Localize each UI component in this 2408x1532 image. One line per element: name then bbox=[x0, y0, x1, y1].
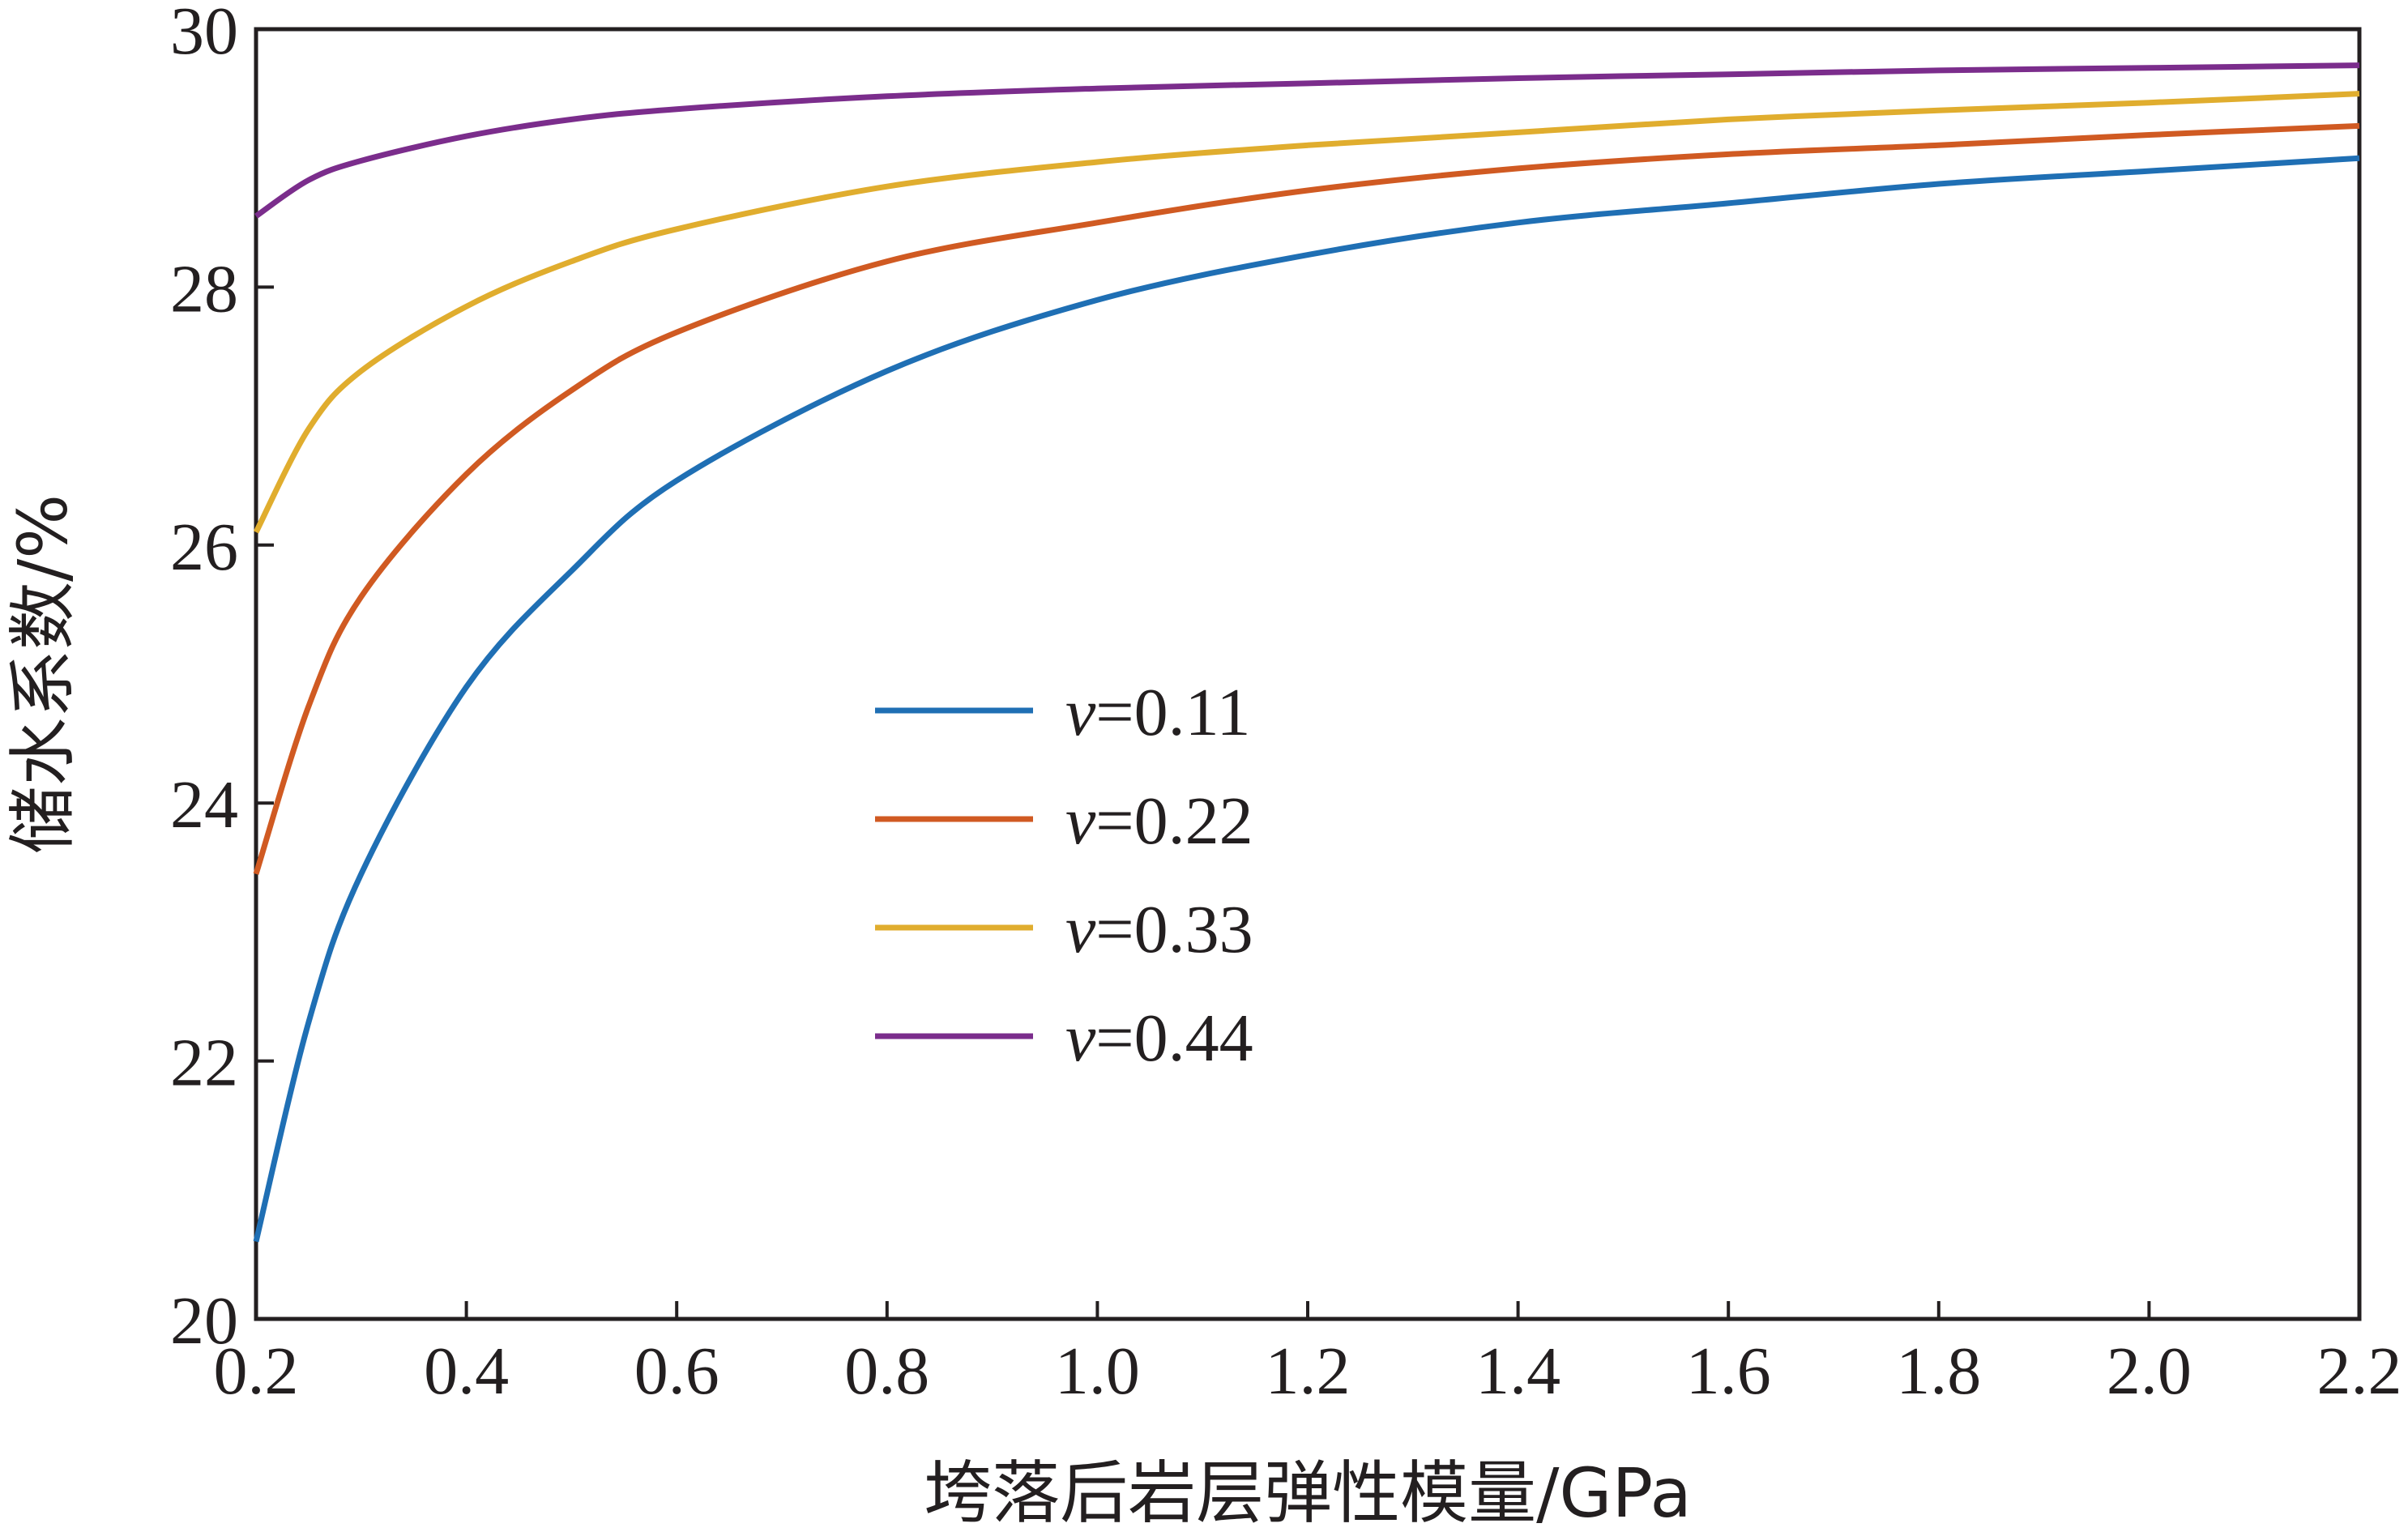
x-tick-label: 1.4 bbox=[1475, 1334, 1561, 1409]
x-axis-title: 垮落后岩层弹性模量/GPa bbox=[924, 1453, 1692, 1532]
y-tick-label: 22 bbox=[170, 1026, 238, 1101]
series-line-4 bbox=[254, 62, 2360, 219]
legend: v=0.11v=0.22v=0.33v=0.44 bbox=[875, 675, 1253, 1076]
series-line-1 bbox=[253, 155, 2360, 1243]
x-tick-label: 1.2 bbox=[1266, 1334, 1351, 1409]
legend-label: v=0.44 bbox=[1065, 1001, 1253, 1076]
legend-value: =0.44 bbox=[1095, 1001, 1253, 1076]
x-tick-label: 0.4 bbox=[424, 1334, 509, 1409]
x-tick-label: 2.0 bbox=[2107, 1334, 2192, 1409]
x-tick-label: 0.2 bbox=[214, 1334, 299, 1409]
legend-label: v=0.33 bbox=[1065, 892, 1253, 967]
x-tick-label: 1.8 bbox=[1896, 1334, 1981, 1409]
legend-value: =0.22 bbox=[1095, 783, 1253, 859]
x-tick-label: 0.8 bbox=[844, 1334, 929, 1409]
y-tick-label: 20 bbox=[170, 1283, 238, 1359]
y-axis-ticks: 20 22 24 26 28 30 bbox=[170, 0, 274, 1359]
legend-value: =0.11 bbox=[1095, 675, 1250, 750]
y-axis-title: 储水系数/% bbox=[3, 494, 83, 854]
x-tick-label: 2.2 bbox=[2317, 1334, 2402, 1409]
x-tick-label: 0.6 bbox=[634, 1334, 719, 1409]
legend-value: =0.33 bbox=[1095, 892, 1253, 967]
series-line-3 bbox=[253, 91, 2360, 534]
x-tick-label: 1.6 bbox=[1686, 1334, 1771, 1409]
x-axis-ticks: 0.2 0.4 0.6 0.8 1.0 1.2 1.4 1.6 1.8 2.0 2.2 bbox=[214, 1301, 2402, 1409]
legend-variable: v bbox=[1065, 892, 1096, 967]
y-tick-label: 24 bbox=[170, 767, 238, 843]
x-tick-label: 1.0 bbox=[1055, 1334, 1140, 1409]
legend-label: v=0.22 bbox=[1065, 783, 1253, 859]
series-lines bbox=[253, 62, 2360, 1243]
series-line-2 bbox=[253, 122, 2360, 875]
y-tick-label: 26 bbox=[170, 510, 238, 585]
y-tick-label: 30 bbox=[170, 0, 238, 69]
legend-variable: v bbox=[1065, 675, 1096, 750]
legend-variable: v bbox=[1065, 1001, 1096, 1076]
legend-variable: v bbox=[1065, 783, 1096, 859]
legend-label: v=0.11 bbox=[1065, 675, 1251, 750]
y-tick-label: 28 bbox=[170, 251, 238, 326]
plot-frame bbox=[254, 27, 2362, 1321]
